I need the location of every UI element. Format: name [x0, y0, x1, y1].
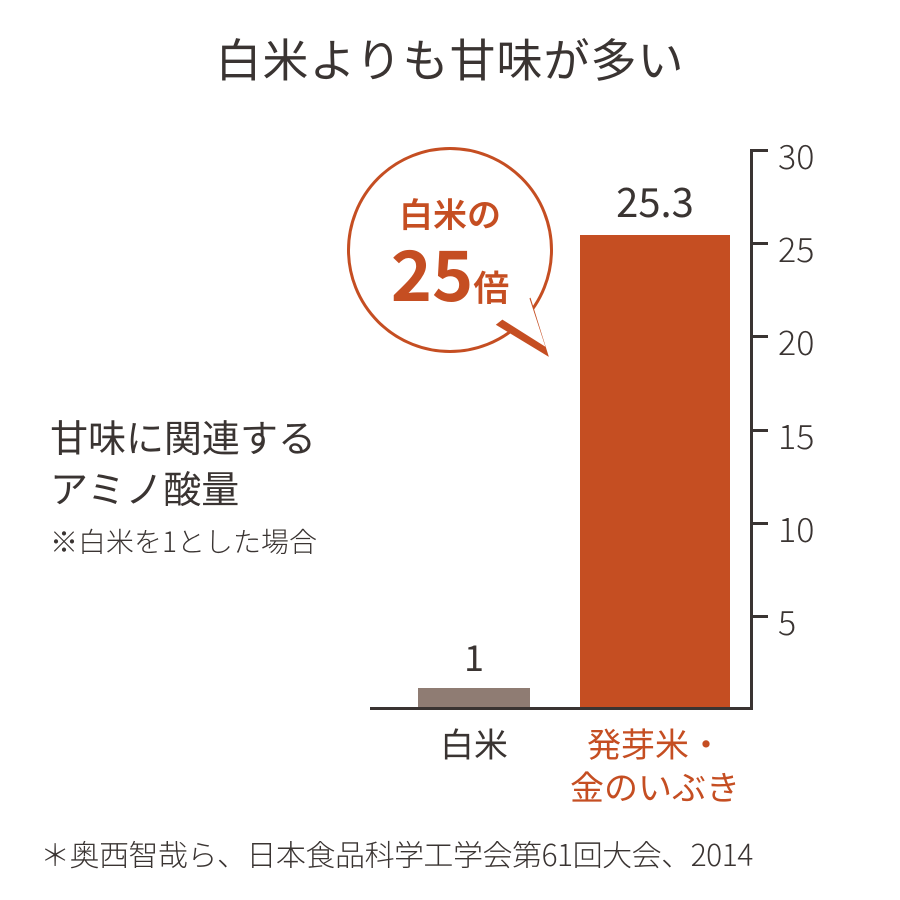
bar-value-label: 25.3 — [580, 171, 730, 229]
bar-value-label: 1 — [418, 630, 530, 682]
y-tick-label: 5 — [778, 596, 796, 645]
y-tick — [750, 335, 768, 338]
category-label: 発芽米・金のいぶき — [545, 722, 765, 807]
ylabel-line2: アミノ酸量 — [50, 461, 350, 512]
y-tick-label: 30 — [778, 130, 814, 179]
y-tick — [750, 149, 768, 152]
y-tick-label: 15 — [778, 410, 814, 459]
y-tick-label: 20 — [778, 316, 814, 365]
page-title: 白米よりも甘味が多い — [0, 25, 900, 91]
y-tick-label: 10 — [778, 503, 814, 552]
bar — [580, 235, 730, 707]
y-tick — [750, 522, 768, 525]
ylabel-note: ※白米を1とした場合 — [50, 521, 350, 561]
callout-text-line2: 25 倍 — [391, 237, 510, 312]
y-tick — [750, 429, 768, 432]
y-tick — [750, 242, 768, 245]
footnote: ＊奥西智哉ら、日本食品科学工学会第61回大会、2014 — [40, 831, 753, 875]
y-axis-description: 甘味に関連する アミノ酸量 ※白米を1とした場合 — [50, 410, 350, 561]
y-tick-label: 25 — [778, 223, 814, 272]
callout-suffix: 倍 — [473, 260, 509, 312]
callout-number: 25 — [391, 237, 474, 307]
bar — [418, 688, 530, 707]
y-tick — [750, 615, 768, 618]
ylabel-line1: 甘味に関連する — [50, 410, 350, 461]
